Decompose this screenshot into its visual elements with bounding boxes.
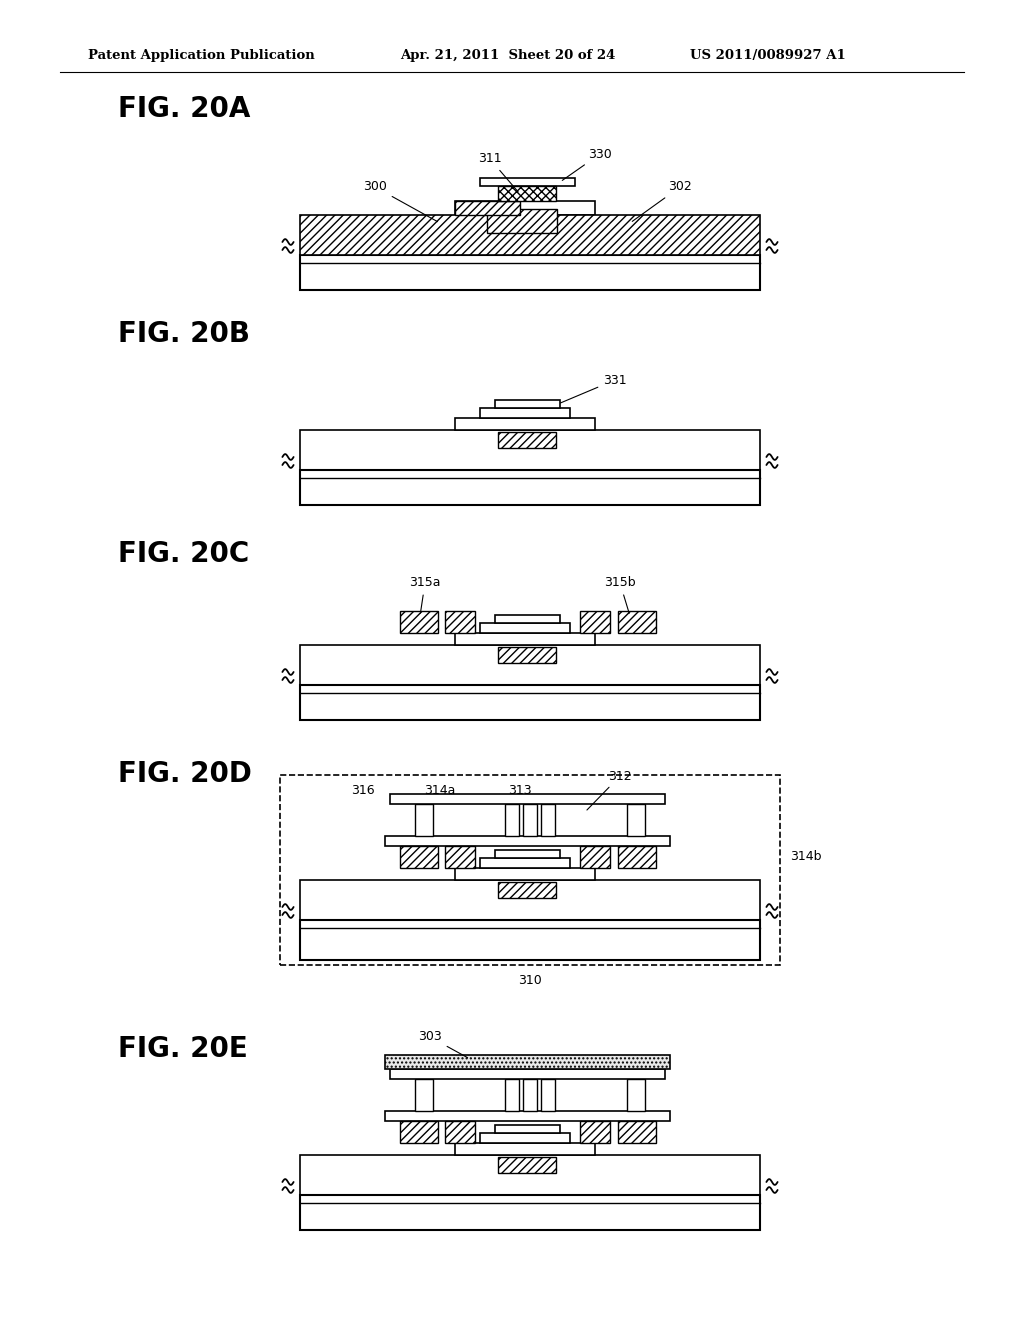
Bar bbox=[480, 408, 570, 418]
Bar bbox=[300, 645, 760, 685]
Bar bbox=[627, 804, 645, 836]
Bar bbox=[390, 1069, 665, 1078]
Bar bbox=[480, 178, 575, 186]
Text: FIG. 20E: FIG. 20E bbox=[118, 1035, 248, 1063]
Text: FIG. 20B: FIG. 20B bbox=[118, 319, 250, 348]
Bar bbox=[300, 880, 760, 920]
Bar bbox=[480, 623, 570, 634]
Bar bbox=[618, 611, 656, 634]
Bar bbox=[455, 869, 595, 880]
Bar bbox=[400, 846, 438, 869]
Text: Patent Application Publication: Patent Application Publication bbox=[88, 49, 314, 62]
Bar bbox=[498, 432, 556, 447]
Bar bbox=[385, 1111, 670, 1121]
Text: FIG. 20C: FIG. 20C bbox=[118, 540, 249, 568]
Bar bbox=[445, 1121, 475, 1143]
Bar bbox=[390, 795, 665, 804]
Bar bbox=[495, 1125, 560, 1133]
Bar bbox=[385, 836, 670, 846]
Text: 300: 300 bbox=[364, 181, 437, 222]
Bar bbox=[523, 804, 537, 836]
Bar bbox=[523, 1078, 537, 1111]
Text: 310: 310 bbox=[518, 974, 542, 986]
Bar bbox=[495, 850, 560, 858]
Bar bbox=[505, 1078, 519, 1111]
Bar bbox=[618, 1121, 656, 1143]
Bar bbox=[495, 400, 560, 408]
Bar bbox=[300, 1155, 760, 1195]
Text: US 2011/0089927 A1: US 2011/0089927 A1 bbox=[690, 49, 846, 62]
Bar bbox=[400, 611, 438, 634]
Text: 302: 302 bbox=[632, 181, 692, 222]
Text: FIG. 20D: FIG. 20D bbox=[118, 760, 252, 788]
Bar bbox=[415, 804, 433, 836]
Bar bbox=[487, 209, 557, 234]
Text: 312: 312 bbox=[587, 770, 632, 810]
Text: 316: 316 bbox=[351, 784, 375, 796]
Bar bbox=[300, 430, 760, 470]
Bar bbox=[541, 1078, 555, 1111]
Text: 313: 313 bbox=[508, 784, 531, 796]
Bar bbox=[627, 1078, 645, 1111]
Bar bbox=[300, 920, 760, 960]
Text: FIG. 20A: FIG. 20A bbox=[118, 95, 251, 123]
Text: 314b: 314b bbox=[790, 850, 821, 862]
Bar bbox=[495, 615, 560, 623]
Text: 330: 330 bbox=[562, 148, 612, 181]
Bar bbox=[455, 418, 595, 430]
Text: 311: 311 bbox=[478, 153, 518, 191]
Text: 315b: 315b bbox=[604, 577, 636, 614]
Bar bbox=[580, 611, 610, 634]
Bar bbox=[498, 882, 556, 898]
Bar bbox=[480, 858, 570, 869]
Bar bbox=[455, 201, 595, 215]
Bar bbox=[541, 804, 555, 836]
Bar bbox=[618, 846, 656, 869]
Bar bbox=[280, 775, 780, 965]
Bar bbox=[498, 1158, 556, 1173]
Bar bbox=[445, 611, 475, 634]
Bar bbox=[300, 1195, 760, 1230]
Bar bbox=[455, 1143, 595, 1155]
Bar bbox=[300, 215, 760, 255]
Bar bbox=[400, 1121, 438, 1143]
Text: 315a: 315a bbox=[410, 577, 440, 614]
Bar bbox=[415, 1078, 433, 1111]
Bar bbox=[455, 201, 520, 215]
Bar bbox=[300, 685, 760, 719]
Bar bbox=[498, 186, 556, 201]
Text: 314a: 314a bbox=[424, 784, 456, 796]
Bar bbox=[445, 846, 475, 869]
Bar bbox=[455, 634, 595, 645]
Bar bbox=[385, 1055, 670, 1069]
Bar bbox=[480, 1133, 570, 1143]
Bar bbox=[580, 1121, 610, 1143]
Text: Apr. 21, 2011  Sheet 20 of 24: Apr. 21, 2011 Sheet 20 of 24 bbox=[400, 49, 615, 62]
Bar bbox=[300, 470, 760, 506]
Bar bbox=[580, 846, 610, 869]
Bar bbox=[300, 255, 760, 290]
Bar bbox=[498, 647, 556, 663]
Text: 303: 303 bbox=[418, 1031, 468, 1057]
Bar bbox=[505, 804, 519, 836]
Text: 331: 331 bbox=[560, 374, 627, 403]
